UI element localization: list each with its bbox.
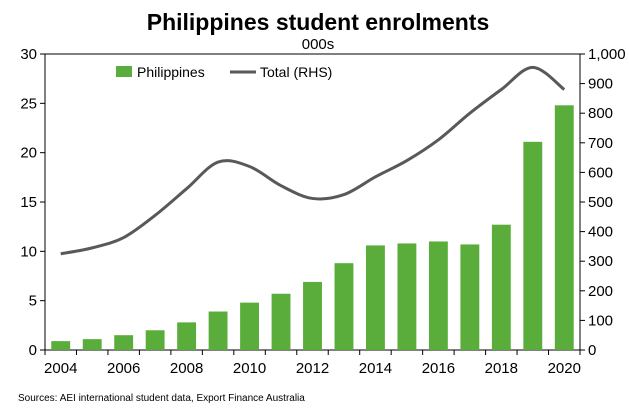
x-tick-label: 2010 xyxy=(233,360,266,377)
bar-2009 xyxy=(208,311,228,350)
x-tick-label: 2014 xyxy=(359,360,392,377)
right-tick-label: 1,000 xyxy=(588,46,626,63)
legend-label-line: Total (RHS) xyxy=(260,64,332,80)
x-tick-label: 2018 xyxy=(485,360,518,377)
bar-2007 xyxy=(145,330,165,350)
right-tick-label: 500 xyxy=(588,194,613,211)
bar-2008 xyxy=(177,322,197,350)
legend-label-bar: Philippines xyxy=(137,64,205,80)
x-axis: 2004 2006 2008 2010 2012 2014 2016 2018 2020 xyxy=(44,350,581,377)
left-tick-label: 25 xyxy=(20,95,37,112)
bar-2017 xyxy=(460,244,480,350)
left-tick-label: 10 xyxy=(20,243,37,260)
total-line xyxy=(60,65,566,256)
left-tick-label: 15 xyxy=(20,194,37,211)
legend-swatch-bar xyxy=(116,66,132,77)
left-tick-label: 20 xyxy=(20,145,37,162)
right-tick-label: 900 xyxy=(588,76,613,93)
left-tick-label: 30 xyxy=(20,46,37,63)
bar-2011 xyxy=(271,293,291,350)
left-tick-label: 0 xyxy=(29,342,37,359)
right-tick-label: 600 xyxy=(588,164,613,181)
chart-subtitle: 000s xyxy=(302,36,335,53)
bar-2018 xyxy=(491,224,511,350)
right-tick-label: 0 xyxy=(588,342,596,359)
bar-2005 xyxy=(82,339,102,350)
bar-2019 xyxy=(523,141,543,350)
x-tick-label: 2008 xyxy=(170,360,203,377)
right-tick-label: 400 xyxy=(588,224,613,241)
bar-series xyxy=(51,105,574,350)
right-tick-label: 800 xyxy=(588,105,613,122)
bar-2016 xyxy=(428,241,448,350)
right-axis: 0 100 200 300 400 500 600 700 800 900 1,000 xyxy=(580,46,626,359)
chart-title: Philippines student enrolments xyxy=(147,9,489,35)
bar-2020 xyxy=(554,105,574,350)
left-axis: 0 5 10 15 20 25 30 xyxy=(20,46,45,359)
bar-2004 xyxy=(51,341,71,350)
legend: Philippines Total (RHS) xyxy=(116,64,332,80)
line-series xyxy=(60,65,566,256)
left-tick-label: 5 xyxy=(29,293,37,310)
x-tick-label: 2020 xyxy=(548,360,581,377)
bar-2012 xyxy=(303,281,322,350)
right-tick-label: 100 xyxy=(588,312,613,329)
right-tick-label: 200 xyxy=(588,283,613,300)
bar-2013 xyxy=(334,263,354,350)
bar-2015 xyxy=(397,243,417,350)
x-tick-label: 2004 xyxy=(44,360,77,377)
x-tick-label: 2016 xyxy=(422,360,455,377)
x-tick-label: 2012 xyxy=(296,360,329,377)
right-tick-label: 700 xyxy=(588,135,613,152)
chart-source: Sources: AEI international student data,… xyxy=(18,393,305,404)
bar-2006 xyxy=(114,335,134,350)
x-tick-label: 2006 xyxy=(107,360,140,377)
bar-2014 xyxy=(366,245,385,350)
right-tick-label: 300 xyxy=(588,253,613,270)
bar-2010 xyxy=(240,302,259,350)
